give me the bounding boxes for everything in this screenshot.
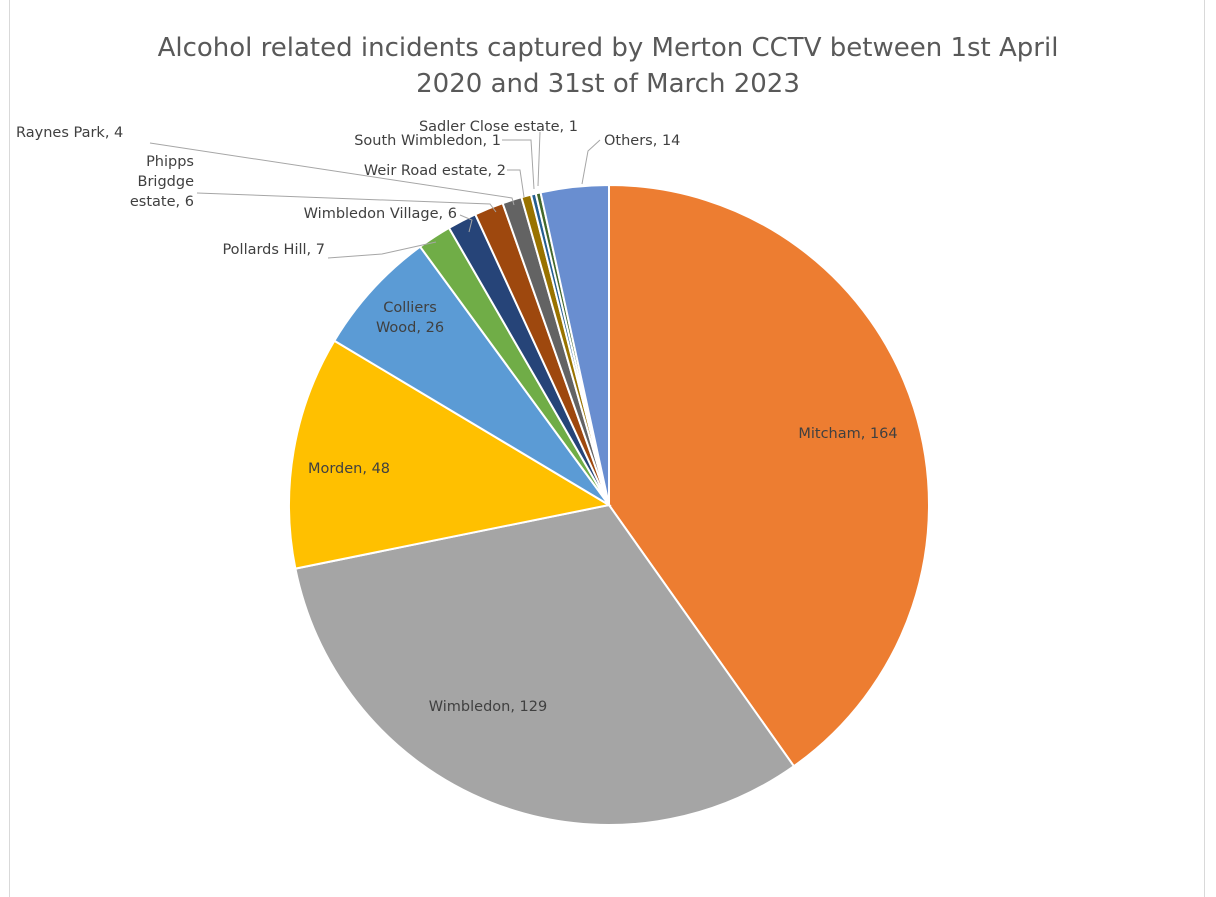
pie-slice-wimbledon <box>294 503 796 826</box>
leader-line-phipps-brigdge-estate <box>196 192 497 213</box>
data-label-mitcham: Mitcham, 164 <box>798 426 897 442</box>
chart-frame <box>9 0 1205 897</box>
leader-line-south-wimbledon <box>502 139 535 190</box>
data-label-weir-road-estate: Weir Road estate, 2 <box>364 163 506 179</box>
data-label-phipps-brigdge-estate: Phipps Brigdge estate, 6 <box>130 154 194 210</box>
data-label-pollards-hill: Pollards Hill, 7 <box>222 242 325 258</box>
leader-line-sadler-close-estate <box>537 131 541 187</box>
data-label-wimbledon: Wimbledon, 129 <box>429 699 548 715</box>
data-label-south-wimbledon: South Wimbledon, 1 <box>354 133 501 149</box>
data-label-morden: Morden, 48 <box>308 461 390 477</box>
data-label-raynes-park: Raynes Park, 4 <box>16 125 123 141</box>
pie-slice-morden <box>288 339 612 570</box>
data-label-colliers-wood: Colliers Wood, 26 <box>376 300 444 336</box>
leader-line-wimbledon-village <box>459 214 473 233</box>
leader-line-weir-road-estate <box>507 169 525 198</box>
chart-title-line-2: 2020 and 31st of March 2023 <box>416 69 800 99</box>
data-label-wimbledon-village: Wimbledon Village, 6 <box>304 206 457 222</box>
pie-slice-mitcham <box>608 183 930 768</box>
chart-title-line-1: Alcohol related incidents captured by Me… <box>157 33 1059 63</box>
data-label-sadler-close-estate: Sadler Close estate, 1 <box>419 119 578 135</box>
data-label-others: Others, 14 <box>604 133 680 149</box>
leader-line-pollards-hill <box>327 241 437 259</box>
leader-line-raynes-park <box>149 142 515 206</box>
leader-line-others <box>581 139 601 185</box>
pie-slice-others <box>539 183 610 506</box>
chart-title: Alcohol related incidents captured by Me… <box>0 30 1216 102</box>
pie-slice-colliers-wood <box>332 245 610 506</box>
